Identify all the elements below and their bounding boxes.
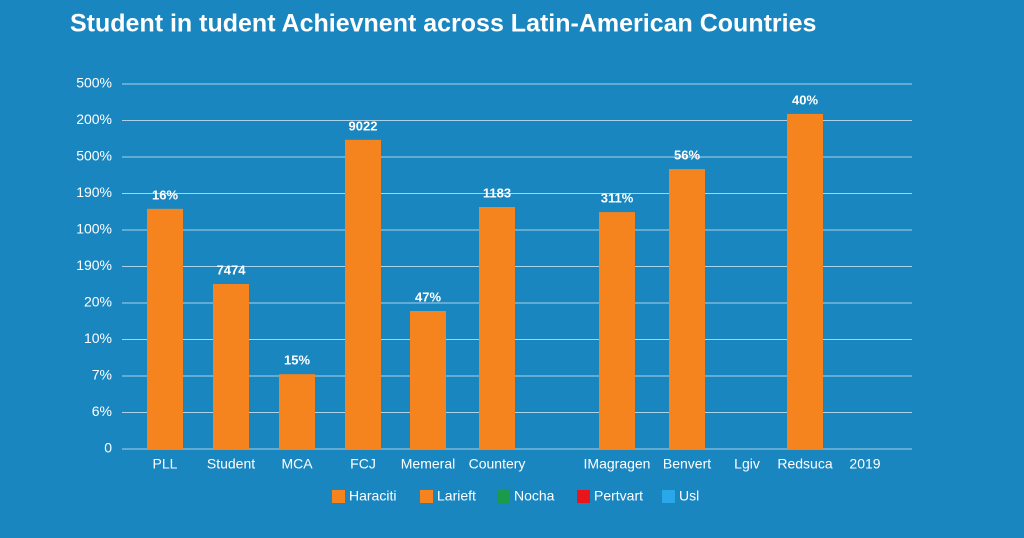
bar xyxy=(479,207,515,449)
bar xyxy=(787,113,823,450)
legend-swatch xyxy=(420,490,433,503)
legend-swatch xyxy=(497,490,510,503)
y-tick-label: 7% xyxy=(92,367,112,383)
y-tick-label: 190% xyxy=(76,184,112,200)
bar xyxy=(410,311,446,449)
x-tick-label: Student xyxy=(207,456,255,472)
value-label: 16% xyxy=(152,187,178,202)
bar xyxy=(599,212,635,449)
x-tick-label: IMagragen xyxy=(584,456,651,472)
legend-swatch xyxy=(332,490,345,503)
value-label: 9022 xyxy=(349,118,378,133)
legend-label: Pertvart xyxy=(594,488,643,504)
y-tick-label: 100% xyxy=(76,221,112,237)
legend-swatch xyxy=(577,490,590,503)
x-tick-label: PLL xyxy=(153,456,178,472)
bar xyxy=(345,139,381,449)
bar xyxy=(147,208,183,449)
x-tick-label: Benvert xyxy=(663,456,711,472)
value-label: 7474 xyxy=(217,262,247,277)
x-tick-label: MCA xyxy=(281,456,313,472)
y-tick-label: 500% xyxy=(76,75,112,91)
legend-label: Larieft xyxy=(437,488,476,504)
value-label: 15% xyxy=(284,353,310,368)
value-label: 1183 xyxy=(483,185,511,200)
value-label: 56% xyxy=(674,147,700,162)
value-label: 311% xyxy=(601,191,634,206)
x-tick-label: 2019 xyxy=(849,456,880,472)
y-tick-label: 200% xyxy=(76,111,112,127)
value-label: 40% xyxy=(792,92,818,107)
x-tick-label: FCJ xyxy=(350,456,376,472)
y-tick-label: 20% xyxy=(84,294,112,310)
y-tick-label: 0 xyxy=(104,440,112,456)
chart-title: Student in tudent Achievnent across Lati… xyxy=(70,10,816,38)
value-label: 47% xyxy=(415,289,441,304)
y-tick-label: 10% xyxy=(84,330,112,346)
x-tick-label: Countery xyxy=(469,456,526,472)
x-tick-label: Memeral xyxy=(401,456,455,472)
legend-swatch xyxy=(662,490,675,503)
legend-label: Usl xyxy=(679,488,699,504)
x-tick-label: Redsuca xyxy=(777,456,832,472)
bar xyxy=(213,284,249,449)
y-tick-label: 190% xyxy=(76,257,112,273)
y-tick-label: 6% xyxy=(92,403,112,419)
legend-label: Haraciti xyxy=(349,488,396,504)
y-tick-label: 500% xyxy=(76,148,112,164)
bar xyxy=(279,374,315,449)
x-tick-label: Lgiv xyxy=(734,456,760,472)
legend-label: Nocha xyxy=(514,488,555,504)
bar xyxy=(669,169,705,450)
